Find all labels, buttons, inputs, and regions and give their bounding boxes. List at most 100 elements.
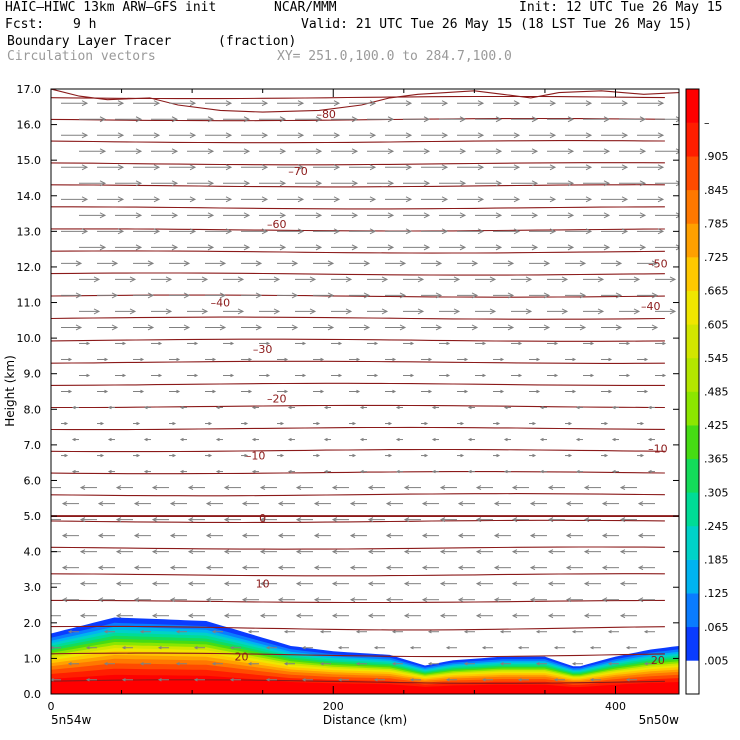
wind-vector-head	[169, 565, 176, 571]
wind-vector-head	[153, 100, 161, 107]
cross-section-endpoints: XY= 251.0,100.0 to 284.7,100.0	[277, 49, 512, 64]
contour-line	[51, 426, 665, 431]
wind-vector-head	[129, 276, 137, 283]
colorbar-label: .365	[704, 453, 729, 466]
wind-vector-head	[295, 485, 302, 491]
wind-vector-head	[391, 662, 396, 666]
wind-vector-head	[590, 341, 595, 346]
wind-vector-head	[316, 453, 321, 458]
contour-line	[51, 493, 665, 497]
wind-vector-head	[369, 100, 377, 107]
wind-vector-head	[319, 630, 324, 634]
wind-vector-head	[187, 549, 194, 555]
wind-vector-head	[385, 565, 392, 571]
wind-vector-head	[626, 341, 631, 346]
wind-vector-head	[435, 292, 443, 299]
wind-vector-head	[215, 437, 220, 442]
wind-vector-head	[81, 196, 89, 203]
wind-vector-head	[68, 357, 73, 362]
wind-vector-head	[140, 389, 145, 394]
wind-vector-head	[176, 389, 181, 394]
wind-vector-head	[583, 549, 590, 555]
wind-vector-head	[405, 228, 413, 235]
wind-vector-head	[499, 662, 504, 666]
colorbar-label: .485	[704, 386, 729, 399]
contour-label: –20	[267, 393, 287, 406]
wind-vector-head	[460, 453, 465, 458]
wind-vector-head	[333, 196, 341, 203]
wind-vector-head	[385, 597, 392, 603]
wind-vector-head	[283, 662, 288, 666]
wind-vector-head	[518, 373, 523, 378]
wind-vector-head	[259, 485, 266, 491]
wind-vector-head	[567, 148, 575, 155]
wind-vector-head	[457, 565, 464, 571]
wind-vector-head	[604, 421, 609, 426]
wind-vector-head	[475, 517, 482, 523]
wind-vector-head	[225, 228, 233, 235]
wind-vector-head	[495, 180, 503, 187]
wind-vector-head	[153, 196, 161, 203]
wind-vector-head	[603, 180, 611, 187]
wind-vector-head	[147, 292, 155, 299]
colorbar-label: .305	[704, 486, 729, 499]
wind-vector-head	[625, 678, 630, 682]
wind-vector-head	[117, 100, 125, 107]
field-units: (fraction)	[218, 34, 297, 49]
wind-vector-head	[403, 485, 410, 491]
wind-vector-head	[277, 565, 284, 571]
wind-vector-head	[139, 630, 144, 634]
wind-vector-head	[477, 100, 485, 107]
wind-vector-head	[266, 373, 271, 378]
wind-vector-head	[151, 485, 158, 491]
wind-vector-head	[567, 244, 575, 251]
wind-vector-head	[529, 501, 536, 507]
wind-vector-head	[349, 597, 356, 603]
wind-vector-head	[421, 597, 428, 603]
wind-vector-head	[201, 276, 209, 283]
wind-vector-head	[367, 549, 374, 555]
colorbar-label: .665	[704, 285, 729, 298]
wind-vector-head	[388, 453, 393, 458]
wind-vector-head	[549, 164, 557, 171]
wind-vector-head	[367, 613, 374, 619]
wind-vector-head	[571, 662, 576, 666]
wind-vector-head	[675, 212, 679, 219]
contour-label: –40	[641, 300, 661, 313]
wind-vector-head	[640, 453, 645, 458]
wind-vector-head	[621, 100, 629, 107]
wind-vector-head	[169, 597, 176, 603]
wind-vector-head	[409, 646, 414, 650]
wind-vector-head	[493, 565, 500, 571]
colorbar-label: –	[704, 117, 710, 130]
wind-vector-head	[99, 244, 107, 251]
wind-vector-head	[637, 501, 644, 507]
contour-line	[51, 338, 665, 342]
wind-vector-head	[369, 228, 377, 235]
wind-vector-head	[503, 469, 508, 474]
wind-vector-head	[647, 405, 652, 410]
wind-vector-head	[621, 196, 629, 203]
wind-vector-head	[79, 517, 86, 523]
wind-vector-head	[421, 501, 428, 507]
wind-vector-head	[651, 292, 659, 299]
wind-vector-head	[345, 276, 353, 283]
wind-vector-head	[457, 533, 464, 539]
model-title: HAIC–HIWC 13km ARW–GFS init	[5, 0, 217, 15]
wind-vector-head	[495, 212, 503, 219]
wind-vector-head	[349, 501, 356, 507]
wind-vector-head	[165, 276, 173, 283]
colorbar: .005 .065 .125 .185 .245 .305 .365 .425 .485 .545…	[685, 88, 729, 695]
y-tick-label: 2.0	[24, 617, 42, 630]
wind-vector-head	[460, 421, 465, 426]
wind-vector-head	[291, 260, 299, 267]
wind-vector-head	[549, 228, 557, 235]
wind-vector-head	[547, 549, 554, 555]
colorbar-swatch	[686, 223, 699, 258]
wind-vector-head	[601, 597, 608, 603]
wind-vector-head	[295, 549, 302, 555]
wind-vector-head	[151, 613, 158, 619]
wind-vector-head	[481, 678, 486, 682]
wind-vector-head	[315, 212, 323, 219]
wind-vector-head	[225, 196, 233, 203]
